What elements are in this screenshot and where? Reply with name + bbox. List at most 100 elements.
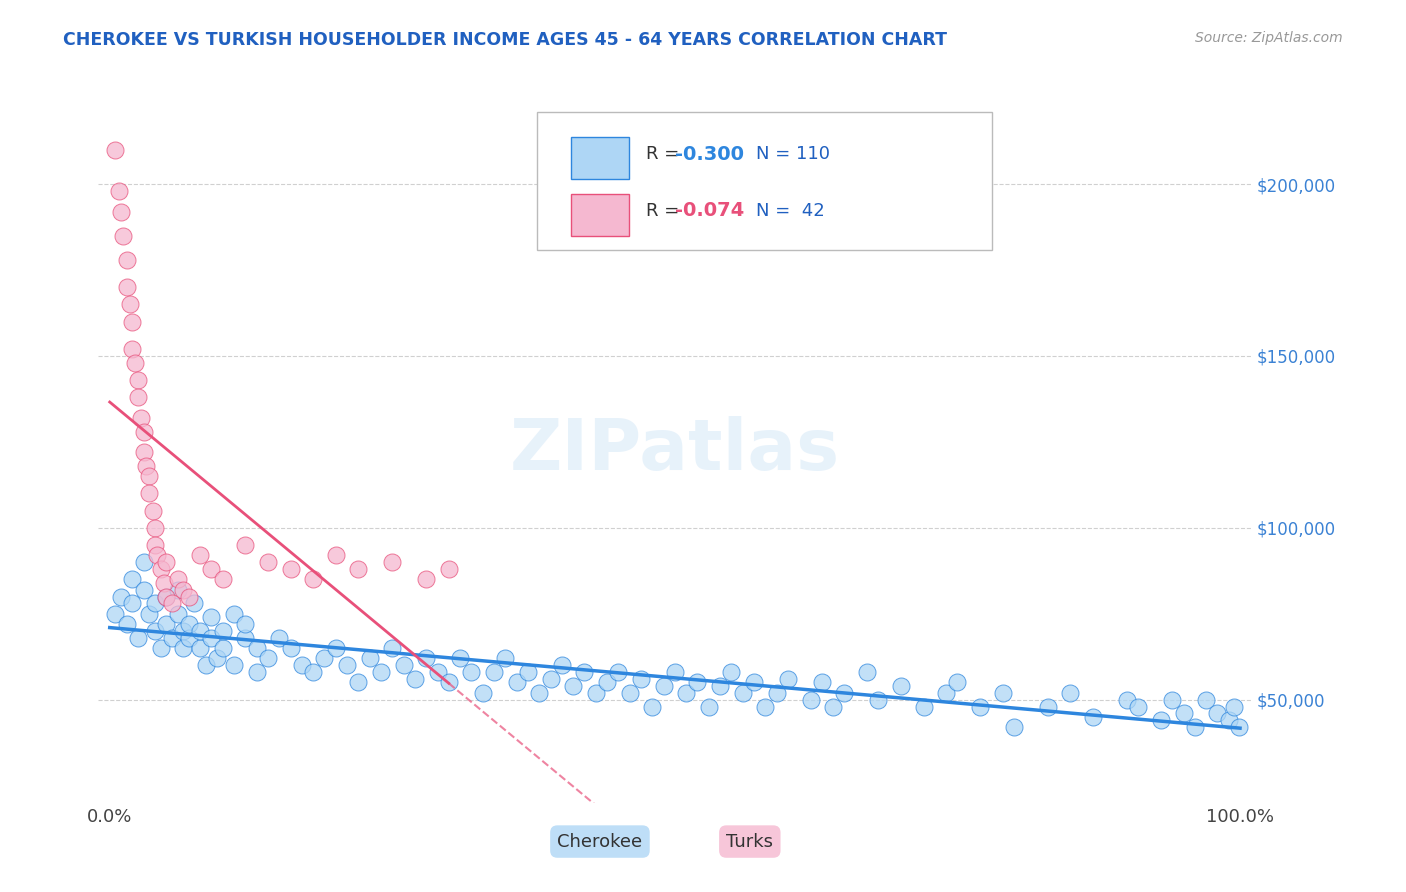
Point: [1184, 720, 1206, 734]
Point: [127, 373, 149, 387]
Point: [132, 555, 155, 569]
FancyBboxPatch shape: [571, 137, 628, 179]
Text: R =: R =: [647, 202, 685, 219]
Point: [177, 617, 200, 632]
Point: [160, 631, 183, 645]
Point: [200, 610, 222, 624]
Point: [153, 575, 176, 590]
Point: [188, 624, 211, 638]
Text: N =  42: N = 42: [755, 202, 824, 219]
Point: [115, 280, 138, 294]
Point: [482, 665, 505, 680]
Point: [280, 641, 302, 656]
Point: [437, 562, 460, 576]
Point: [166, 573, 188, 587]
Point: [347, 675, 370, 690]
Point: [675, 686, 697, 700]
Point: [235, 617, 257, 632]
Point: [246, 641, 269, 656]
Point: [912, 699, 935, 714]
Point: [540, 672, 562, 686]
Point: [404, 672, 426, 686]
Point: [969, 699, 991, 714]
Point: [235, 631, 257, 645]
Point: [107, 184, 129, 198]
Point: [935, 686, 957, 700]
Text: N = 110: N = 110: [755, 145, 830, 163]
Text: Cherokee: Cherokee: [557, 832, 643, 851]
Point: [291, 658, 314, 673]
Point: [127, 390, 149, 404]
Point: [110, 204, 132, 219]
Point: [585, 686, 607, 700]
Point: [494, 651, 516, 665]
Point: [742, 675, 765, 690]
Point: [172, 624, 194, 638]
Point: [709, 679, 731, 693]
Text: Source: ZipAtlas.com: Source: ZipAtlas.com: [1195, 31, 1343, 45]
Point: [138, 607, 160, 621]
Point: [188, 549, 211, 563]
Point: [415, 573, 437, 587]
Point: [765, 686, 787, 700]
Point: [112, 228, 135, 243]
Point: [235, 538, 257, 552]
Point: [596, 675, 619, 690]
Point: [1227, 720, 1250, 734]
Point: [172, 641, 194, 656]
Point: [336, 658, 359, 673]
Point: [121, 342, 143, 356]
Point: [720, 665, 742, 680]
Point: [516, 665, 538, 680]
Point: [200, 631, 222, 645]
Point: [121, 573, 143, 587]
Point: [135, 458, 157, 473]
FancyBboxPatch shape: [571, 194, 628, 235]
Point: [188, 641, 211, 656]
Point: [1161, 692, 1184, 706]
Point: [104, 143, 127, 157]
Point: [269, 631, 291, 645]
Point: [110, 590, 132, 604]
Point: [257, 651, 280, 665]
Point: [132, 582, 155, 597]
Point: [1128, 699, 1150, 714]
Point: [754, 699, 776, 714]
Point: [460, 665, 482, 680]
Point: [799, 692, 821, 706]
Point: [211, 641, 233, 656]
Point: [946, 675, 969, 690]
Point: [121, 314, 143, 328]
Point: [856, 665, 879, 680]
Point: [1116, 692, 1139, 706]
Point: [776, 672, 799, 686]
Point: [1059, 686, 1081, 700]
Point: [890, 679, 912, 693]
Point: [143, 538, 166, 552]
Point: [652, 679, 675, 693]
Point: [121, 596, 143, 610]
Point: [664, 665, 686, 680]
Point: [115, 617, 138, 632]
Point: [347, 562, 370, 576]
Point: [177, 590, 200, 604]
Point: [505, 675, 527, 690]
Point: [686, 675, 709, 690]
Point: [120, 297, 142, 311]
Point: [155, 555, 177, 569]
Point: [131, 410, 153, 425]
Point: [370, 665, 392, 680]
Point: [222, 658, 245, 673]
Point: [834, 686, 856, 700]
Point: [143, 624, 166, 638]
Point: [211, 624, 233, 638]
Point: [115, 252, 138, 267]
Text: -0.300: -0.300: [675, 145, 744, 164]
Text: R =: R =: [647, 145, 685, 163]
Point: [426, 665, 449, 680]
Point: [868, 692, 890, 706]
Point: [146, 549, 169, 563]
Point: [630, 672, 652, 686]
Point: [205, 651, 228, 665]
Point: [471, 686, 494, 700]
